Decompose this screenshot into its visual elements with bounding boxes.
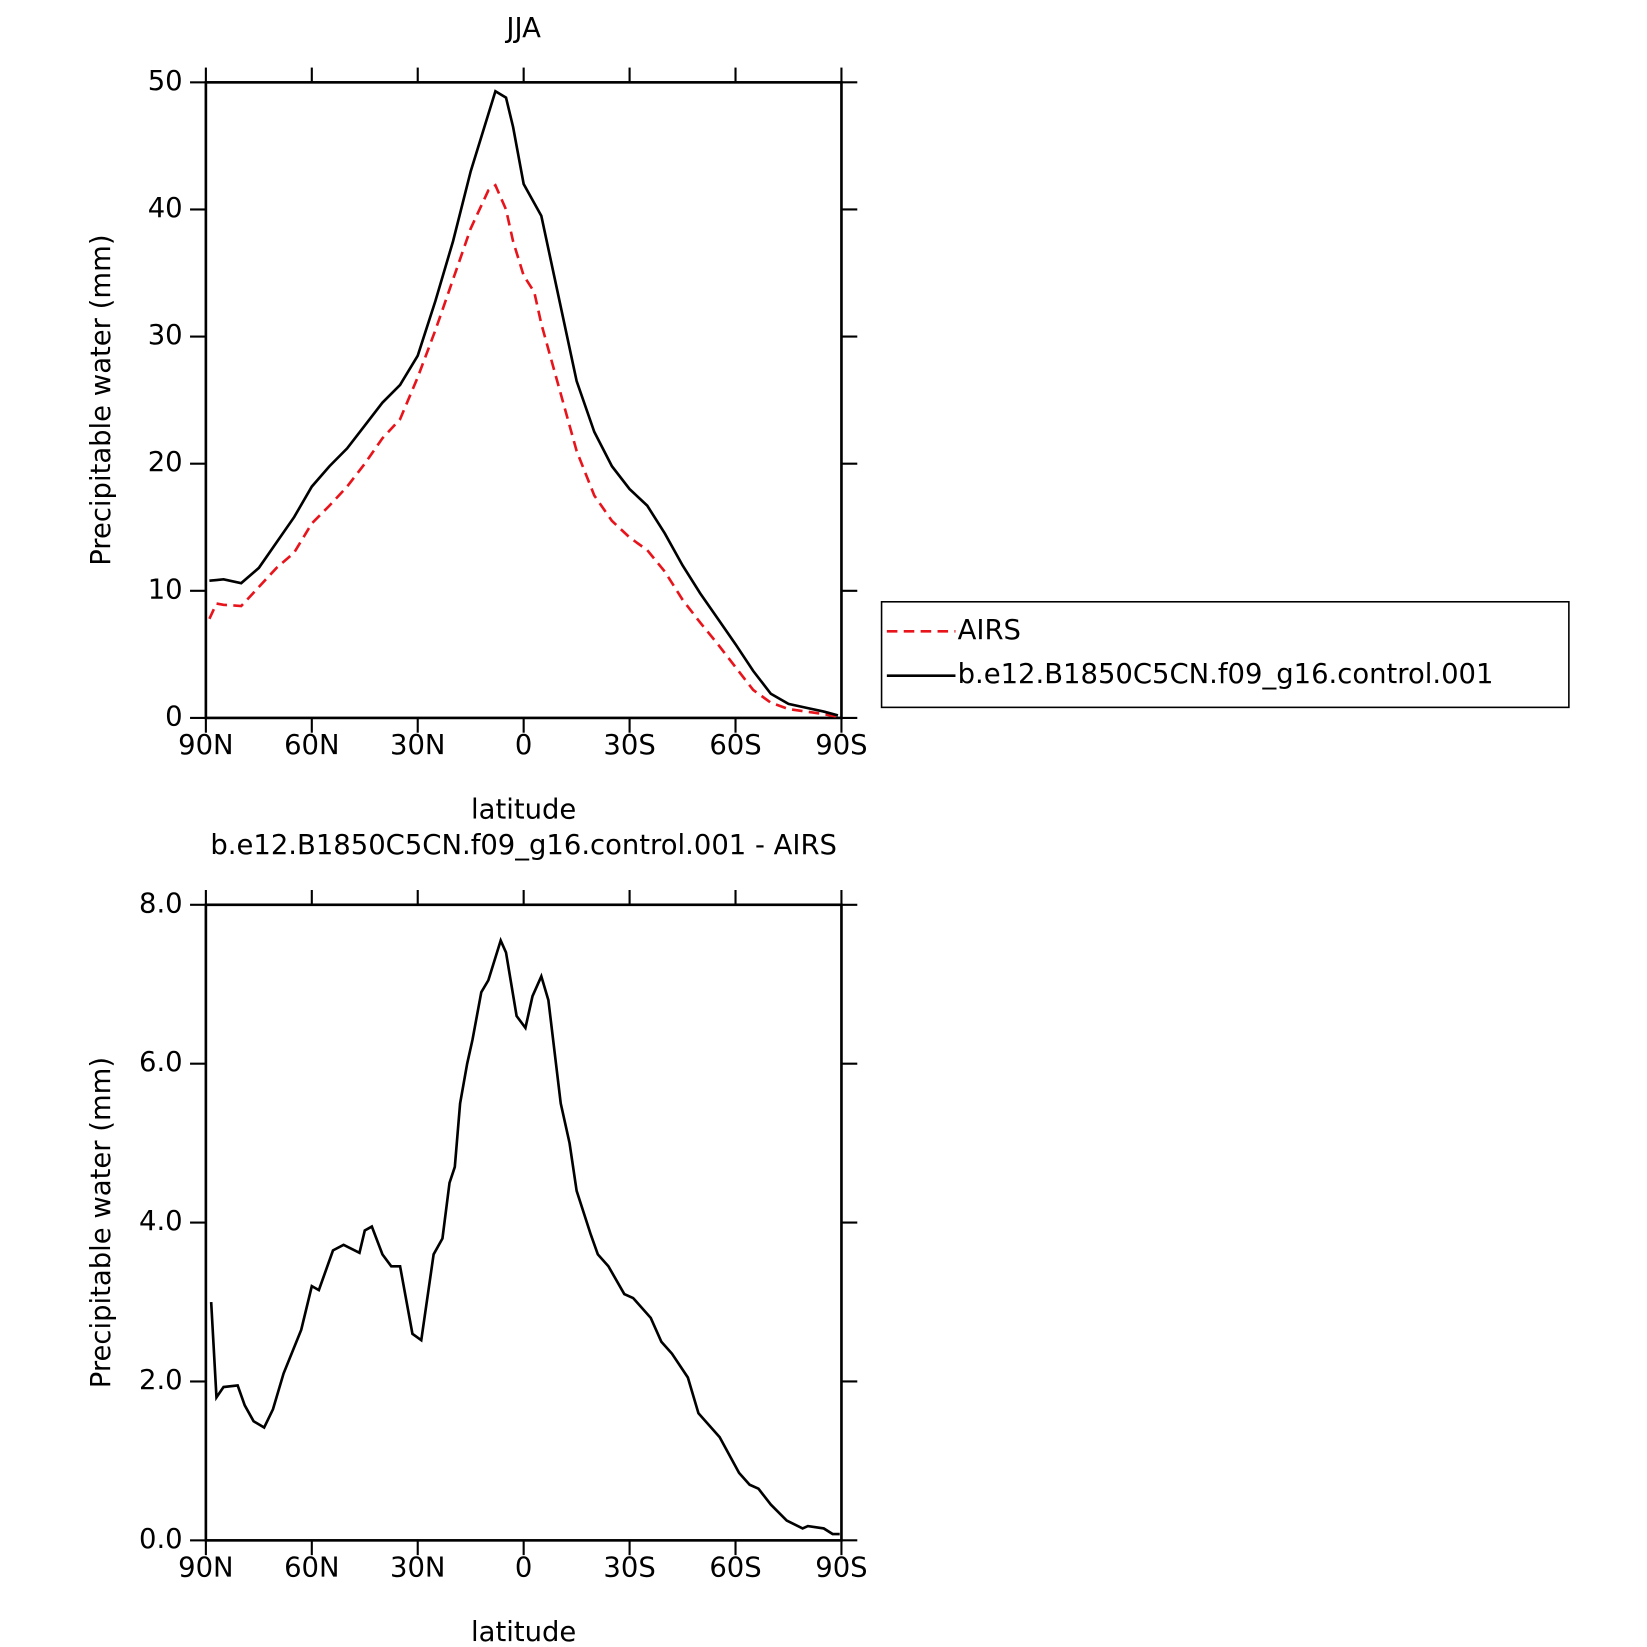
x-tick-label: 60N [284, 730, 339, 761]
y-tick-label: 40 [148, 193, 183, 224]
x-tick-label: 90S [815, 730, 867, 761]
y-tick-label: 4.0 [139, 1206, 183, 1237]
y-axis-label: Precipitable water (mm) [86, 234, 117, 565]
chart-title: b.e12.B1850C5CN.f09_g16.control.001 - AI… [210, 830, 837, 861]
y-tick-label: 2.0 [139, 1365, 183, 1396]
y-tick-label: 10 [148, 574, 183, 605]
x-tick-label: 60S [709, 730, 761, 761]
x-tick-label: 90N [178, 730, 233, 761]
chart-title: JJA [504, 13, 541, 44]
x-tick-label: 90N [178, 1552, 233, 1583]
y-tick-label: 50 [148, 66, 183, 97]
x-tick-label: 60S [709, 1552, 761, 1583]
y-tick-label: 30 [148, 320, 183, 351]
x-tick-label: 60N [284, 1552, 339, 1583]
x-tick-label: 90S [815, 1552, 867, 1583]
x-tick-label: 30S [603, 730, 655, 761]
x-axis-label: latitude [471, 794, 576, 825]
y-tick-label: 8.0 [139, 888, 183, 919]
legend-label: AIRS [958, 615, 1021, 646]
plot-frame [204, 903, 843, 1542]
legend-label: b.e12.B1850C5CN.f09_g16.control.001 [958, 659, 1494, 690]
y-tick-label: 0 [165, 701, 182, 732]
data-line [209, 936, 840, 1536]
legend-box [880, 600, 1570, 709]
x-tick-label: 0 [515, 1552, 532, 1583]
data-line [209, 89, 839, 717]
x-tick-label: 30S [603, 1552, 655, 1583]
x-tick-label: 30N [390, 730, 445, 761]
x-axis-label: latitude [471, 1617, 576, 1647]
plot-frame [204, 81, 843, 720]
y-axis-label: Precipitable water (mm) [86, 1057, 117, 1388]
data-line [208, 183, 839, 718]
x-tick-label: 30N [390, 1552, 445, 1583]
y-tick-label: 6.0 [139, 1047, 183, 1078]
y-tick-label: 0.0 [139, 1524, 183, 1555]
y-tick-label: 20 [148, 447, 183, 478]
x-tick-label: 0 [515, 730, 532, 761]
